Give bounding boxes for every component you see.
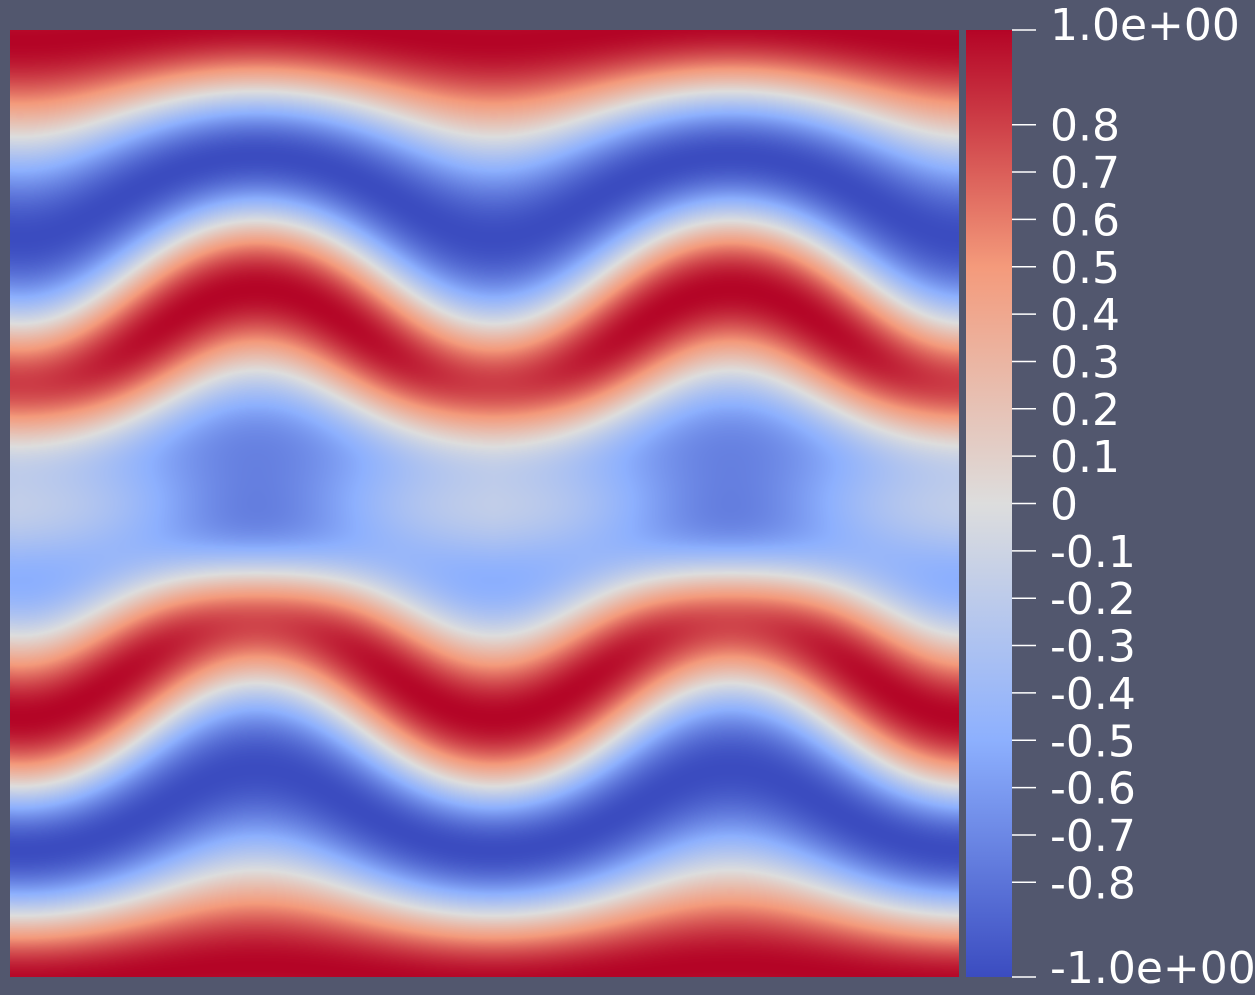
colorbar-tick-label: -0.8	[1050, 858, 1136, 909]
colorbar-ticks: 1.0e+00 0.80.70.60.50.40.30.20.10-0.1-0.2…	[1012, 0, 1255, 994]
colorbar-tick-label: 0.6	[1050, 195, 1120, 246]
field-heatmap	[10, 30, 959, 977]
colorbar-tick-label: -0.5	[1050, 716, 1136, 767]
colorbar-tick-label: -0.2	[1050, 574, 1136, 625]
colorbar-tick-label: 0.7	[1050, 148, 1120, 199]
colorbar-tick-label: 0.1	[1050, 432, 1120, 483]
colorbar-tick-label: -1.0e+00	[1050, 943, 1255, 994]
colorbar-tick-label: 0.5	[1050, 243, 1120, 294]
colorbar-tick-label: 0.3	[1050, 337, 1120, 388]
colorbar-tick-label: -0.6	[1050, 764, 1136, 815]
colorbar-tick-label: 0.4	[1050, 290, 1120, 341]
colorbar-tick-label: 0.8	[1050, 101, 1120, 152]
colorbar-tick-label: 0	[1050, 480, 1078, 531]
colorbar-tick-label: 1.0e+00	[1050, 0, 1240, 51]
colorbar	[966, 30, 1012, 977]
colorbar-tick-label: -0.3	[1050, 622, 1136, 673]
colorbar-tick-label: -0.1	[1050, 527, 1136, 578]
colorbar-tick-label: 0.2	[1050, 385, 1120, 436]
colorbar-tick-label: -0.7	[1050, 811, 1136, 862]
colorbar-tick-label: -0.4	[1050, 669, 1136, 720]
